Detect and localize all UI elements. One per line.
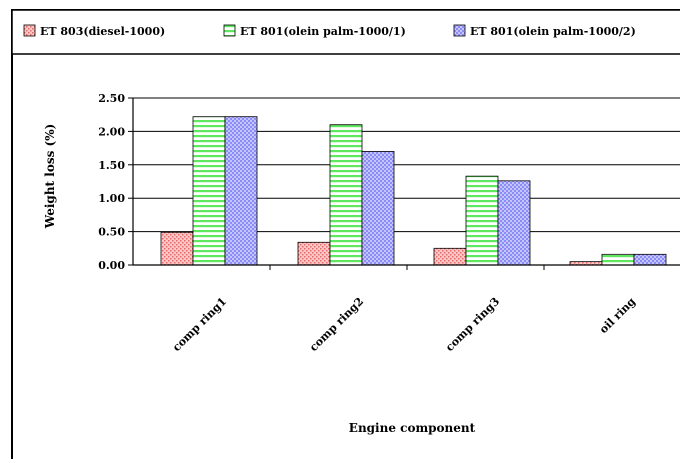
- bar-2-comp-ring2: [329, 124, 363, 266]
- bar-1-comp-ring2: [297, 241, 331, 266]
- bar-1-comp-ring3: [433, 247, 467, 266]
- y-tick-label: 2.50: [98, 92, 125, 105]
- y-tick-label: 1.00: [98, 192, 125, 205]
- bar-3-comp-ring3: [497, 180, 531, 266]
- bar-2-comp-ring3: [465, 175, 499, 266]
- legend-swatch-2: [223, 24, 236, 37]
- legend-frame: [11, 9, 680, 55]
- legend-swatch-3: [453, 24, 466, 37]
- bar-1-comp-ring1: [160, 231, 194, 266]
- y-tick-label: 2.00: [98, 125, 125, 138]
- bar-2-comp-ring1: [192, 116, 226, 266]
- legend-label-2: ET 801(olein palm-1000/1): [240, 25, 406, 38]
- legend-label-3: ET 801(olein palm-1000/2): [470, 25, 636, 38]
- y-axis-label: Weight loss (%): [43, 124, 57, 230]
- y-tick-label: 0.00: [98, 259, 125, 272]
- bars: [160, 116, 667, 266]
- y-tick-label: 1.50: [98, 159, 125, 172]
- legend-label-1: ET 803(diesel-1000): [40, 25, 165, 38]
- y-tick-label: 0.50: [98, 226, 125, 239]
- legend-swatch-1: [23, 24, 36, 37]
- y-tick-labels: 0.00 0.50 1.00 1.50 2.00 2.50: [98, 92, 133, 272]
- bar-3-comp-ring1: [224, 116, 258, 266]
- legend: ET 803(diesel-1000) ET 801(olein palm-100…: [23, 24, 636, 38]
- bar-2-oil-ring: [601, 253, 635, 266]
- x-axis-label: Engine component: [349, 421, 476, 435]
- bar-3-oil-ring: [633, 253, 667, 266]
- bar-3-comp-ring2: [361, 151, 395, 266]
